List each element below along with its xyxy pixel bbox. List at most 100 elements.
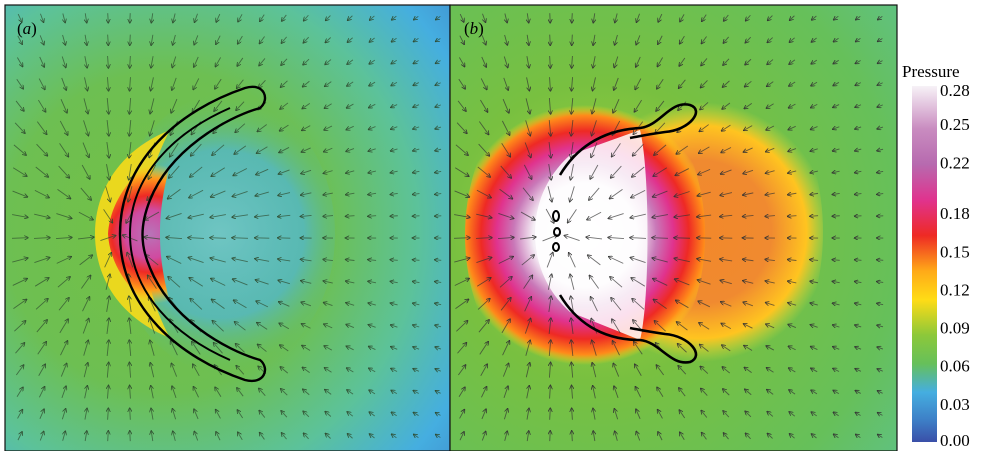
velocity-arrow	[323, 259, 333, 260]
velocity-arrow	[324, 103, 332, 108]
velocity-arrow	[435, 303, 442, 304]
velocity-arrow	[347, 81, 354, 86]
velocity-arrow	[525, 120, 531, 135]
velocity-arrow	[502, 363, 508, 377]
velocity-arrow	[789, 412, 796, 417]
velocity-arrow	[833, 105, 840, 108]
velocity-arrow	[347, 103, 354, 108]
velocity-arrow	[391, 412, 397, 415]
velocity-arrow	[572, 13, 573, 23]
velocity-arrow	[103, 209, 113, 222]
velocity-arrow	[500, 165, 512, 178]
velocity-arrow	[81, 164, 90, 179]
velocity-arrow	[614, 77, 619, 90]
velocity-arrow	[34, 213, 50, 218]
velocity-arrow	[459, 13, 464, 22]
velocity-arrow	[877, 325, 884, 327]
velocity-arrow	[632, 299, 645, 310]
velocity-arrow	[545, 208, 554, 223]
colorbar-tick-label: 0.22	[940, 153, 970, 172]
velocity-arrow	[414, 434, 419, 437]
velocity-arrow	[481, 409, 486, 420]
velocity-arrow	[324, 368, 332, 373]
velocity-arrow	[499, 277, 512, 288]
velocity-arrow	[414, 16, 419, 19]
velocity-arrow	[215, 387, 222, 397]
velocity-arrow	[549, 340, 550, 357]
velocity-arrow	[194, 431, 199, 441]
velocity-arrow	[700, 102, 709, 109]
velocity-arrow	[211, 299, 225, 310]
velocity-arrow	[100, 235, 115, 241]
panel-a-velocity-vectors	[11, 13, 442, 442]
velocity-arrow	[524, 318, 530, 334]
velocity-arrow	[479, 342, 488, 355]
velocity-arrow	[812, 15, 817, 20]
velocity-arrow	[79, 255, 93, 266]
velocity-arrow	[610, 277, 623, 288]
velocity-arrow	[593, 408, 595, 420]
velocity-arrow	[592, 120, 597, 135]
velocity-arrow	[653, 299, 667, 309]
velocity-arrow	[635, 78, 642, 90]
velocity-arrow	[12, 258, 27, 263]
velocity-arrow	[811, 368, 818, 373]
velocity-arrow	[697, 191, 711, 196]
velocity-arrow	[674, 214, 690, 217]
velocity-arrow	[612, 143, 621, 156]
velocity-arrow	[572, 385, 573, 399]
velocity-arrow	[788, 260, 797, 261]
velocity-arrow	[232, 238, 249, 239]
velocity-arrow	[436, 39, 441, 42]
velocity-arrow	[413, 281, 420, 282]
velocity-arrow	[39, 35, 44, 44]
velocity-arrow	[588, 255, 601, 266]
velocity-arrow	[16, 78, 23, 89]
velocity-arrow	[369, 390, 376, 395]
panel-a-letter: a	[23, 19, 32, 38]
velocity-arrow	[520, 237, 536, 239]
velocity-arrow	[168, 188, 181, 199]
velocity-arrow	[62, 34, 66, 45]
velocity-arrow	[304, 14, 309, 21]
velocity-arrow	[699, 323, 710, 330]
velocity-arrow	[129, 296, 131, 312]
velocity-arrow	[172, 77, 177, 90]
velocity-arrow	[549, 318, 551, 335]
velocity-arrow	[525, 363, 529, 378]
velocity-arrow	[435, 194, 442, 195]
velocity-arrow	[877, 105, 883, 107]
velocity-arrow	[188, 257, 204, 264]
panel-b-frame	[449, 4, 898, 451]
velocity-arrow	[856, 16, 861, 19]
velocity-arrow	[500, 298, 511, 311]
velocity-arrow	[833, 347, 840, 350]
velocity-arrow	[550, 385, 551, 399]
velocity-arrow	[17, 13, 22, 22]
panel-b-small-island-1	[552, 210, 560, 222]
velocity-arrow	[210, 238, 227, 239]
velocity-arrow	[78, 211, 93, 219]
velocity-arrow	[280, 102, 289, 109]
velocity-arrow	[721, 169, 732, 174]
velocity-arrow	[788, 193, 797, 195]
velocity-arrow	[572, 34, 573, 46]
velocity-arrow	[570, 164, 574, 180]
velocity-arrow	[766, 324, 775, 329]
velocity-arrow	[589, 275, 599, 289]
velocity-arrow	[38, 387, 44, 398]
velocity-arrow	[325, 59, 332, 65]
velocity-arrow	[301, 147, 311, 152]
velocity-arrow	[678, 366, 687, 375]
velocity-arrow	[255, 259, 270, 262]
velocity-arrow	[767, 412, 774, 417]
velocity-arrow	[454, 278, 469, 286]
velocity-arrow	[279, 323, 290, 330]
velocity-arrow	[454, 190, 470, 197]
velocity-arrow	[61, 56, 66, 68]
velocity-arrow	[108, 408, 109, 420]
velocity-arrow	[658, 432, 663, 441]
velocity-arrow	[458, 365, 465, 376]
velocity-arrow	[788, 216, 797, 217]
velocity-arrow	[210, 258, 226, 263]
